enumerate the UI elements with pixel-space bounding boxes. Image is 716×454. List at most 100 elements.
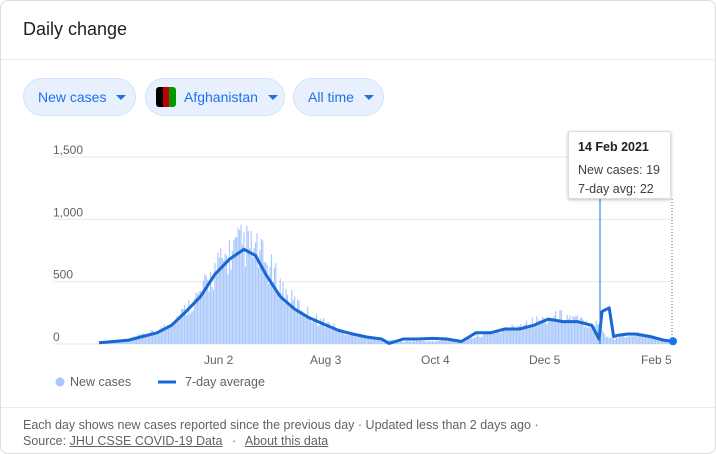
new-cases-bar xyxy=(504,329,506,344)
x-tick-label: Feb 5 xyxy=(641,353,672,367)
new-cases-bar xyxy=(502,328,504,344)
new-cases-bar xyxy=(634,335,636,344)
new-cases-bar xyxy=(225,255,228,344)
new-cases-bar xyxy=(283,303,286,344)
new-cases-bar xyxy=(343,330,345,344)
new-cases-bar xyxy=(227,274,229,344)
new-cases-bar xyxy=(507,330,509,344)
new-cases-bar xyxy=(417,341,419,344)
new-cases-bar xyxy=(556,322,558,344)
new-cases-bar xyxy=(447,339,449,344)
time-range-dropdown[interactable]: All time xyxy=(293,78,384,116)
new-cases-bar xyxy=(410,341,412,344)
new-cases-bar xyxy=(349,335,351,344)
new-cases-bar xyxy=(473,337,475,344)
new-cases-bar xyxy=(357,335,360,344)
new-cases-bar xyxy=(475,336,477,344)
new-cases-bar xyxy=(618,336,620,344)
new-cases-bar xyxy=(146,334,148,344)
new-cases-bar xyxy=(140,335,142,344)
new-cases-bar xyxy=(591,327,593,344)
x-tick-label: Dec 5 xyxy=(529,353,561,367)
new-cases-bar xyxy=(408,341,410,344)
new-cases-bar xyxy=(157,333,160,344)
new-cases-bar xyxy=(368,338,370,344)
new-cases-bar xyxy=(468,337,470,344)
new-cases-bar xyxy=(524,323,526,344)
chart-tooltip: 14 Feb 2021 New cases: 19 7-day avg: 22 xyxy=(568,131,671,199)
x-tick-label: Aug 3 xyxy=(310,353,342,367)
chevron-down-icon xyxy=(363,94,374,100)
new-cases-bar xyxy=(366,338,368,344)
new-cases-bar xyxy=(497,331,499,344)
new-cases-bar xyxy=(399,340,402,344)
new-cases-bar xyxy=(456,341,458,344)
new-cases-bar xyxy=(362,335,364,344)
new-cases-bar xyxy=(182,308,184,344)
new-cases-bar xyxy=(623,335,625,344)
new-cases-bar xyxy=(194,297,196,344)
new-cases-bar xyxy=(268,283,270,344)
card-title: Daily change xyxy=(23,19,128,39)
new-cases-bar xyxy=(607,336,609,344)
new-cases-bar xyxy=(288,305,290,344)
new-cases-bar xyxy=(253,247,255,344)
new-cases-bar xyxy=(354,333,357,344)
new-cases-bar xyxy=(653,336,655,344)
new-cases-bar xyxy=(340,328,342,344)
source-link[interactable]: JHU CSSE COVID-19 Data xyxy=(69,434,223,448)
new-cases-bar xyxy=(221,257,223,344)
location-dropdown[interactable]: Afghanistan xyxy=(145,78,285,116)
new-cases-bar xyxy=(360,335,362,344)
new-cases-bar xyxy=(415,340,418,344)
new-cases-bar xyxy=(317,325,319,344)
new-cases-bar xyxy=(530,324,532,344)
new-cases-bar xyxy=(150,330,152,344)
new-cases-bar xyxy=(370,338,373,344)
daily-cases-chart[interactable]: 1,500 1,000 500 0 Jun 2 Aug 3 Oct 4 Dec 5 Feb 5… xyxy=(1,1,715,407)
new-cases-bar xyxy=(549,320,551,344)
metric-dropdown-label: New cases xyxy=(38,89,107,105)
new-cases-bar xyxy=(449,340,451,344)
new-cases-bar xyxy=(179,314,181,344)
y-tick-label: 0 xyxy=(53,330,60,344)
new-cases-bar xyxy=(173,323,175,344)
metric-dropdown[interactable]: New cases xyxy=(23,78,136,116)
new-cases-bar xyxy=(212,289,215,344)
new-cases-bar xyxy=(576,315,578,344)
new-cases-bar xyxy=(520,323,522,344)
new-cases-bar xyxy=(588,323,590,344)
new-cases-bar xyxy=(647,336,649,344)
new-cases-bar xyxy=(624,337,626,344)
new-cases-bar xyxy=(620,335,622,344)
new-cases-bar xyxy=(328,323,331,344)
new-cases-bar xyxy=(167,328,170,344)
new-cases-bar xyxy=(436,340,438,344)
new-cases-bar xyxy=(560,309,562,344)
new-cases-bar xyxy=(534,323,536,344)
afghanistan-flag-icon xyxy=(156,87,176,107)
new-cases-bar xyxy=(469,336,471,344)
new-cases-bar xyxy=(265,262,267,344)
new-cases-bar xyxy=(198,291,200,344)
time-range-dropdown-label: All time xyxy=(308,89,354,105)
new-cases-bar xyxy=(601,329,603,344)
new-cases-bar xyxy=(196,294,199,344)
new-cases-bar xyxy=(612,338,615,344)
new-cases-bar xyxy=(220,248,222,344)
new-cases-bar xyxy=(421,340,423,344)
new-cases-bar xyxy=(434,341,436,344)
new-cases-bar xyxy=(398,341,400,344)
new-cases-bar xyxy=(204,274,206,344)
new-cases-bar xyxy=(407,340,409,344)
new-cases-bar xyxy=(292,300,294,344)
about-data-link[interactable]: About this data xyxy=(244,434,329,448)
new-cases-bar xyxy=(236,237,238,344)
new-cases-bar xyxy=(495,331,497,344)
new-cases-bar xyxy=(201,292,203,344)
new-cases-bar xyxy=(508,330,510,344)
new-cases-bar xyxy=(211,286,213,344)
x-tick-label: Oct 4 xyxy=(421,353,450,367)
new-cases-bar xyxy=(663,340,665,344)
new-cases-bar xyxy=(404,341,406,344)
